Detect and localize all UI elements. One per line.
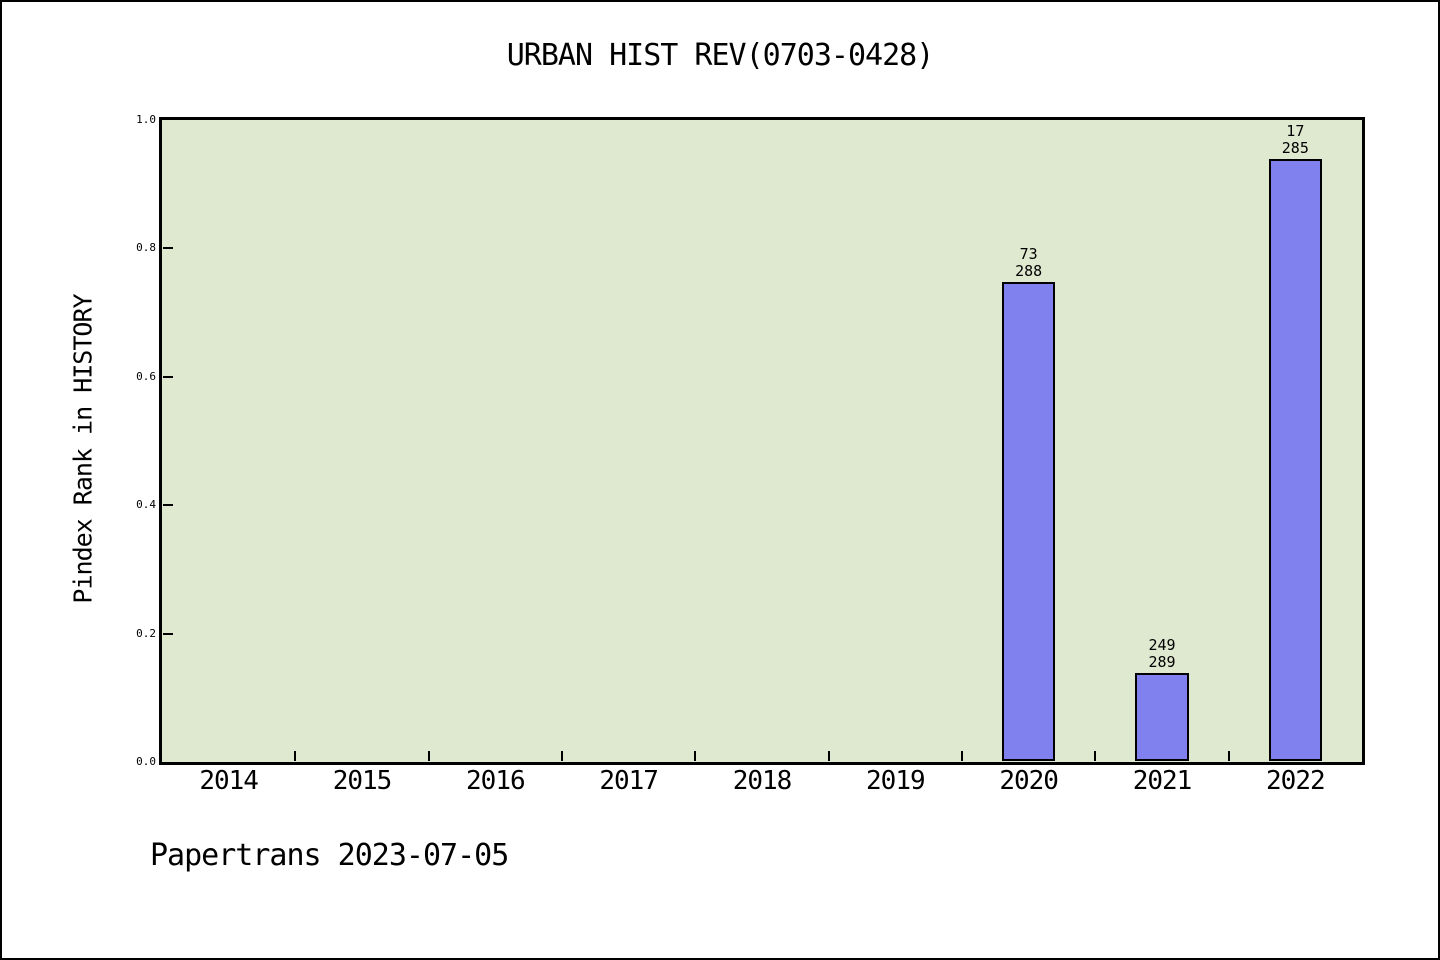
bar-annotation-line: 17 bbox=[1286, 121, 1305, 140]
x-tick-mark bbox=[561, 751, 563, 761]
bar-2021 bbox=[1135, 673, 1189, 761]
x-tick-mark bbox=[827, 751, 830, 761]
bar-annotation-2020: 73 288 bbox=[969, 246, 1089, 280]
x-tick-mark bbox=[1094, 751, 1097, 761]
y-tick-label: 0.4 bbox=[136, 498, 156, 512]
y-tick-label: 1.0 bbox=[136, 113, 156, 126]
y-tick-mark bbox=[163, 504, 173, 507]
bar-annotation-line: 249 bbox=[1148, 636, 1176, 655]
x-tick-label: 2021 bbox=[1132, 766, 1193, 796]
bar-2022 bbox=[1268, 158, 1322, 761]
bar-annotation-2021: 249 289 bbox=[1102, 637, 1222, 671]
y-tick-label: 0.8 bbox=[136, 241, 156, 255]
x-tick-label: 2019 bbox=[866, 766, 926, 796]
x-tick-mark bbox=[961, 751, 963, 761]
x-tick-label: 2014 bbox=[199, 766, 259, 796]
bar-annotation-line: 285 bbox=[1281, 138, 1309, 157]
bar-2020 bbox=[1002, 282, 1056, 761]
x-tick-label: 2015 bbox=[332, 766, 393, 796]
x-tick-mark bbox=[427, 751, 430, 761]
bar-annotation-line: 289 bbox=[1148, 653, 1176, 672]
chart-title: URBAN HIST REV(0703-0428) bbox=[506, 38, 935, 73]
x-tick-label: 2018 bbox=[732, 766, 793, 796]
x-tick-mark bbox=[1227, 751, 1230, 761]
y-tick-mark bbox=[163, 247, 173, 250]
bar-annotation-line: 73 bbox=[1019, 245, 1038, 264]
bar-annotation-line: 288 bbox=[1015, 262, 1043, 281]
y-axis-label: Pindex Rank in HISTORY bbox=[68, 294, 98, 604]
y-tick-label: 0.2 bbox=[136, 626, 156, 640]
x-tick-mark bbox=[694, 751, 697, 761]
x-tick-label: 2020 bbox=[999, 766, 1059, 796]
y-tick-mark bbox=[163, 375, 173, 378]
x-tick-mark bbox=[294, 751, 297, 761]
x-tick-label: 2022 bbox=[1266, 766, 1326, 796]
y-tick-label: 0.0 bbox=[136, 755, 156, 768]
plot-area bbox=[162, 120, 1362, 762]
y-tick-mark bbox=[163, 632, 173, 635]
x-tick-label: 2017 bbox=[599, 766, 659, 796]
x-tick-label: 2016 bbox=[466, 766, 526, 796]
y-tick-label: 0.6 bbox=[136, 369, 156, 383]
watermark-text: Papertrans 2023-07-05 bbox=[150, 838, 509, 873]
bar-annotation-2022: 17 285 bbox=[1235, 121, 1355, 157]
